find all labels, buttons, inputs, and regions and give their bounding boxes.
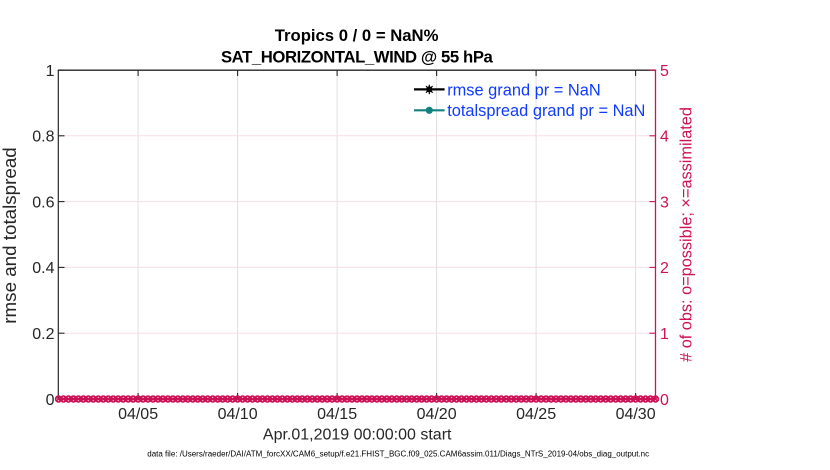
svg-text:data file: /Users/raeder/DAI/A: data file: /Users/raeder/DAI/ATM_forcXX/… [147,450,649,459]
svg-text:04/30: 04/30 [616,406,656,423]
svg-text:04/10: 04/10 [218,406,258,423]
svg-text:04/05: 04/05 [118,406,158,423]
svg-text:Apr.01,2019 00:00:00 start: Apr.01,2019 00:00:00 start [263,426,452,443]
svg-text:04/20: 04/20 [417,406,457,423]
svg-text:5: 5 [660,63,669,80]
svg-text:0.2: 0.2 [32,326,54,343]
svg-text:3: 3 [660,194,669,211]
svg-text:4: 4 [660,129,669,146]
svg-text:0: 0 [660,392,669,409]
svg-text:totalspread grand pr = NaN: totalspread grand pr = NaN [447,102,645,120]
svg-text:rmse grand pr = NaN: rmse grand pr = NaN [447,81,601,99]
svg-text:04/25: 04/25 [516,406,556,423]
svg-text:# of obs: o=possible; ×=assimi: # of obs: o=possible; ×=assimilated [678,107,696,362]
svg-text:Tropics 0 / 0 = NaN%: Tropics 0 / 0 = NaN% [275,26,439,45]
svg-text:0: 0 [46,392,55,409]
svg-text:rmse and totalspread: rmse and totalspread [0,147,20,323]
svg-text:04/15: 04/15 [317,406,357,423]
svg-text:1: 1 [46,63,55,80]
svg-text:0.8: 0.8 [32,129,54,146]
svg-text:0.4: 0.4 [32,260,54,277]
svg-text:SAT_HORIZONTAL_WIND @ 55 hPa: SAT_HORIZONTAL_WIND @ 55 hPa [221,48,494,67]
svg-text:2: 2 [660,260,669,277]
svg-text:0.6: 0.6 [32,194,54,211]
svg-text:1: 1 [660,326,669,343]
